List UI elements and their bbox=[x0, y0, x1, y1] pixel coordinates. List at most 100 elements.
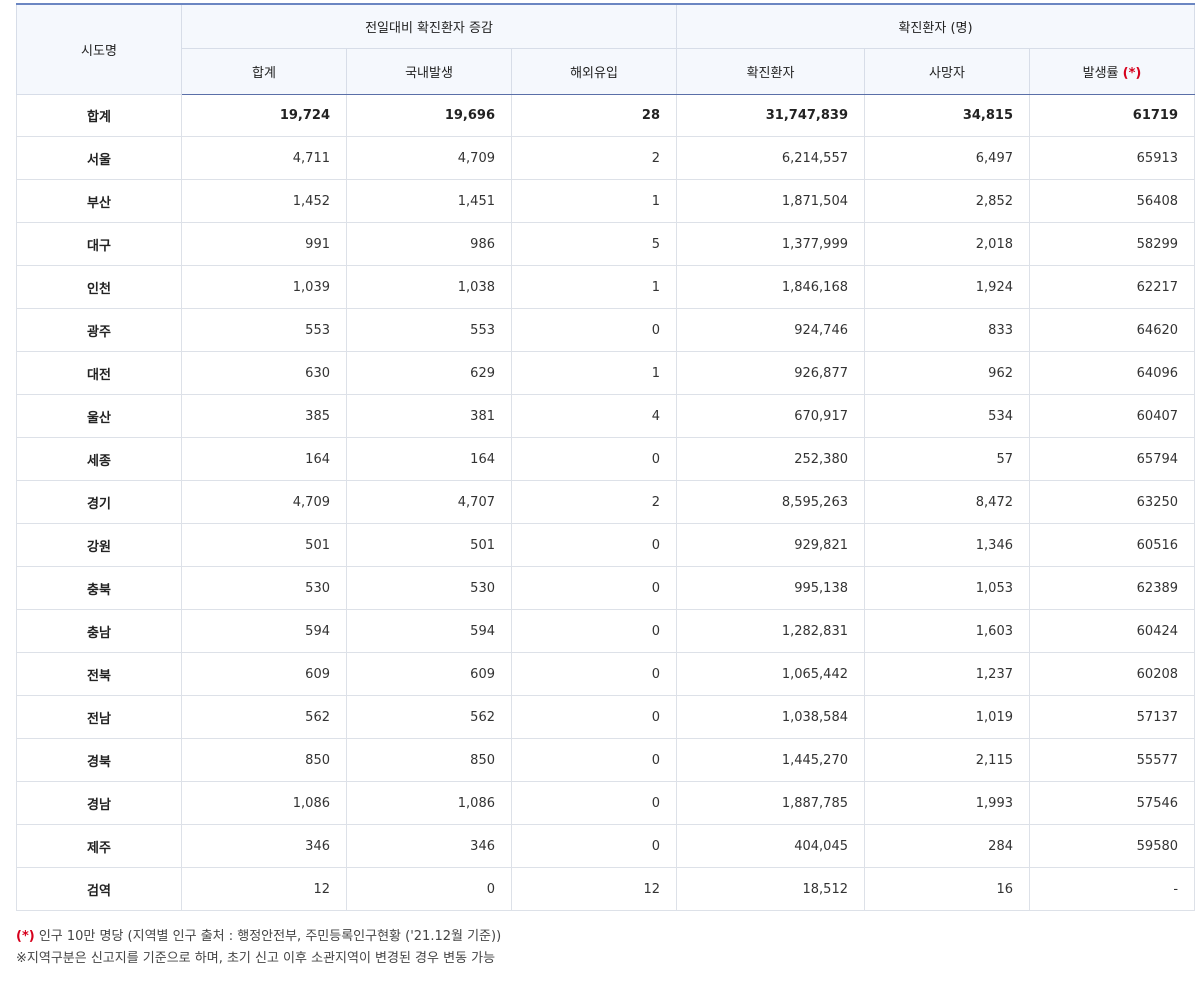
imported-cell: 0 bbox=[511, 308, 677, 352]
table-row: 대구 991 986 5 1,377,999 2,018 58299 bbox=[16, 222, 1196, 266]
confirmed-cell: 6,214,557 bbox=[676, 136, 865, 180]
table-row: 인천 1,039 1,038 1 1,846,168 1,924 62217 bbox=[16, 265, 1196, 309]
region-cell: 충북 bbox=[16, 566, 182, 610]
imported-cell: 0 bbox=[511, 824, 677, 868]
table-row: 강원 501 501 0 929,821 1,346 60516 bbox=[16, 523, 1196, 567]
deaths-cell: 2,018 bbox=[864, 222, 1030, 266]
domestic-cell: 346 bbox=[346, 824, 512, 868]
region-cell: 제주 bbox=[16, 824, 182, 868]
table-body: 합계 19,724 19,696 28 31,747,839 34,815 61… bbox=[16, 94, 1196, 911]
header-total: 합계 bbox=[181, 48, 347, 95]
region-cell: 울산 bbox=[16, 394, 182, 438]
total-cell: 12 bbox=[181, 867, 347, 911]
imported-cell: 0 bbox=[511, 566, 677, 610]
imported-cell: 0 bbox=[511, 738, 677, 782]
total-cell: 346 bbox=[181, 824, 347, 868]
region-cell: 경북 bbox=[16, 738, 182, 782]
region-cell: 검역 bbox=[16, 867, 182, 911]
total-cell: 594 bbox=[181, 609, 347, 653]
rate-cell: 60424 bbox=[1028, 609, 1196, 653]
confirmed-cell: 31,747,839 bbox=[676, 94, 865, 137]
domestic-cell: 1,086 bbox=[346, 781, 512, 825]
confirmed-cell: 929,821 bbox=[676, 523, 865, 567]
domestic-cell: 562 bbox=[346, 695, 512, 739]
confirmed-cell: 1,377,999 bbox=[676, 222, 865, 266]
rate-cell: 57137 bbox=[1028, 695, 1196, 739]
imported-cell: 0 bbox=[511, 609, 677, 653]
total-cell: 501 bbox=[181, 523, 347, 567]
table-row: 충남 594 594 0 1,282,831 1,603 60424 bbox=[16, 609, 1196, 653]
header-incidence-rate: 발생률 (*) bbox=[1028, 48, 1196, 95]
region-cell: 인천 bbox=[16, 265, 182, 309]
imported-cell: 0 bbox=[511, 781, 677, 825]
domestic-cell: 164 bbox=[346, 437, 512, 481]
confirmed-cell: 670,917 bbox=[676, 394, 865, 438]
footnote-region-basis: ※지역구분은 신고지를 기준으로 하며, 초기 신고 이후 소관지역이 변경된 … bbox=[16, 951, 496, 966]
footnote-population: (*) 인구 10만 명당 (지역별 인구 출처 : 행정안전부, 주민등록인구… bbox=[16, 926, 501, 948]
deaths-cell: 833 bbox=[864, 308, 1030, 352]
total-cell: 553 bbox=[181, 308, 347, 352]
region-cell: 전남 bbox=[16, 695, 182, 739]
region-cell: 충남 bbox=[16, 609, 182, 653]
deaths-cell: 1,924 bbox=[864, 265, 1030, 309]
domestic-cell: 530 bbox=[346, 566, 512, 610]
table-row: 경남 1,086 1,086 0 1,887,785 1,993 57546 bbox=[16, 781, 1196, 825]
domestic-cell: 19,696 bbox=[346, 94, 512, 137]
imported-cell: 1 bbox=[511, 351, 677, 395]
region-cell: 합계 bbox=[16, 94, 182, 137]
rate-cell: 58299 bbox=[1028, 222, 1196, 266]
region-cell: 대전 bbox=[16, 351, 182, 395]
imported-cell: 1 bbox=[511, 179, 677, 223]
confirmed-cell: 924,746 bbox=[676, 308, 865, 352]
rate-cell: 63250 bbox=[1028, 480, 1196, 524]
domestic-cell: 609 bbox=[346, 652, 512, 696]
table-row: 서울 4,711 4,709 2 6,214,557 6,497 65913 bbox=[16, 136, 1196, 180]
confirmed-cell: 1,846,168 bbox=[676, 265, 865, 309]
deaths-cell: 962 bbox=[864, 351, 1030, 395]
total-cell: 4,709 bbox=[181, 480, 347, 524]
region-cell: 대구 bbox=[16, 222, 182, 266]
confirmed-cell: 1,282,831 bbox=[676, 609, 865, 653]
footnotes: (*) 인구 10만 명당 (지역별 인구 출처 : 행정안전부, 주민등록인구… bbox=[16, 926, 501, 970]
deaths-cell: 16 bbox=[864, 867, 1030, 911]
confirmed-cell: 1,038,584 bbox=[676, 695, 865, 739]
imported-cell: 5 bbox=[511, 222, 677, 266]
covid-region-table: 시도명 전일대비 확진환자 증감 확진환자 (명) 합계 국내발생 해외유입 확… bbox=[16, 3, 1196, 911]
table-row: 대전 630 629 1 926,877 962 64096 bbox=[16, 351, 1196, 395]
deaths-cell: 1,993 bbox=[864, 781, 1030, 825]
domestic-cell: 0 bbox=[346, 867, 512, 911]
header-daily-change-group: 전일대비 확진환자 증감 bbox=[181, 3, 677, 49]
domestic-cell: 553 bbox=[346, 308, 512, 352]
confirmed-cell: 1,887,785 bbox=[676, 781, 865, 825]
total-cell: 530 bbox=[181, 566, 347, 610]
imported-cell: 0 bbox=[511, 437, 677, 481]
total-cell: 850 bbox=[181, 738, 347, 782]
rate-cell: - bbox=[1028, 867, 1196, 911]
rate-cell: 56408 bbox=[1028, 179, 1196, 223]
rate-cell: 64096 bbox=[1028, 351, 1196, 395]
table-row: 제주 346 346 0 404,045 284 59580 bbox=[16, 824, 1196, 868]
header-domestic: 국내발생 bbox=[346, 48, 512, 95]
deaths-cell: 6,497 bbox=[864, 136, 1030, 180]
confirmed-cell: 1,871,504 bbox=[676, 179, 865, 223]
header-confirmed-group: 확진환자 (명) bbox=[675, 3, 1196, 49]
deaths-cell: 534 bbox=[864, 394, 1030, 438]
rate-cell: 59580 bbox=[1028, 824, 1196, 868]
footnote-marker: (*) bbox=[16, 929, 35, 944]
imported-cell: 4 bbox=[511, 394, 677, 438]
rate-cell: 55577 bbox=[1028, 738, 1196, 782]
imported-cell: 0 bbox=[511, 523, 677, 567]
confirmed-cell: 8,595,263 bbox=[676, 480, 865, 524]
region-cell: 세종 bbox=[16, 437, 182, 481]
domestic-cell: 381 bbox=[346, 394, 512, 438]
confirmed-cell: 404,045 bbox=[676, 824, 865, 868]
deaths-cell: 1,346 bbox=[864, 523, 1030, 567]
rate-cell: 57546 bbox=[1028, 781, 1196, 825]
deaths-cell: 2,115 bbox=[864, 738, 1030, 782]
header-deaths: 사망자 bbox=[864, 48, 1030, 95]
imported-cell: 1 bbox=[511, 265, 677, 309]
total-cell: 4,711 bbox=[181, 136, 347, 180]
domestic-cell: 1,451 bbox=[346, 179, 512, 223]
domestic-cell: 629 bbox=[346, 351, 512, 395]
table-row: 전북 609 609 0 1,065,442 1,237 60208 bbox=[16, 652, 1196, 696]
